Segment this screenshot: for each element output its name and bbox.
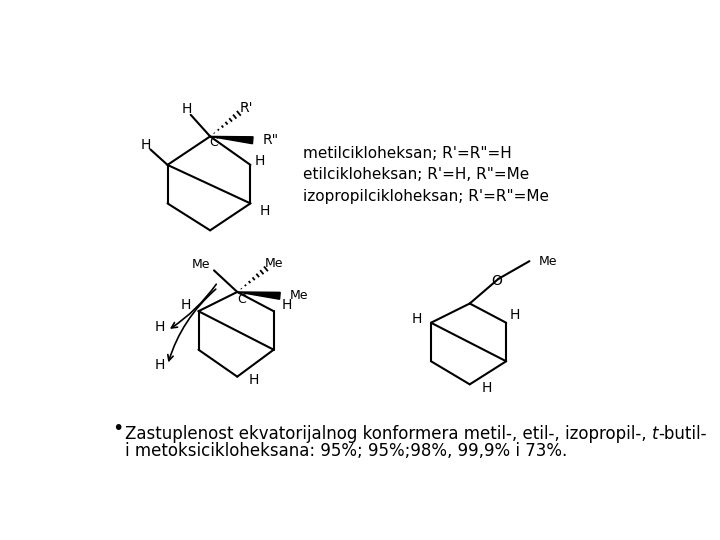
Text: izopropilcikloheksan; R'=R"=Me: izopropilcikloheksan; R'=R"=Me [303, 189, 549, 204]
Text: Zastuplenost ekvatorijalnog konformera metil-, etil-, izopropil-,: Zastuplenost ekvatorijalnog konformera m… [125, 425, 652, 443]
Text: H: H [411, 312, 422, 326]
Text: Me: Me [264, 257, 283, 270]
Text: H: H [482, 381, 492, 395]
Text: O: O [492, 274, 503, 288]
Text: H: H [181, 103, 192, 117]
Text: H: H [249, 374, 259, 388]
Text: metilcikloheksan; R'=R"=H: metilcikloheksan; R'=R"=H [303, 146, 512, 161]
Text: Me: Me [192, 259, 210, 272]
Text: H: H [181, 298, 191, 312]
Text: H: H [155, 358, 165, 372]
Text: R": R" [263, 133, 279, 147]
Text: C: C [237, 293, 246, 306]
Text: etilcikloheksan; R'=H, R"=Me: etilcikloheksan; R'=H, R"=Me [303, 167, 529, 183]
Polygon shape [238, 292, 280, 299]
Text: t: t [652, 425, 658, 443]
Text: H: H [155, 320, 165, 334]
Text: Me: Me [539, 255, 557, 268]
Text: H: H [282, 298, 292, 312]
Text: R': R' [240, 101, 253, 115]
Text: •: • [112, 419, 123, 438]
Text: H: H [259, 204, 269, 218]
Text: Me: Me [290, 289, 308, 302]
Text: H: H [510, 308, 521, 322]
Text: C: C [210, 136, 218, 149]
Text: i metoksicikloheksana: 95%; 95%;98%, 99,9% i 73%.: i metoksicikloheksana: 95%; 95%;98%, 99,… [125, 442, 567, 460]
Polygon shape [210, 137, 253, 144]
Text: H: H [255, 154, 265, 168]
Text: H: H [140, 138, 151, 152]
Text: -butil-: -butil- [658, 425, 707, 443]
